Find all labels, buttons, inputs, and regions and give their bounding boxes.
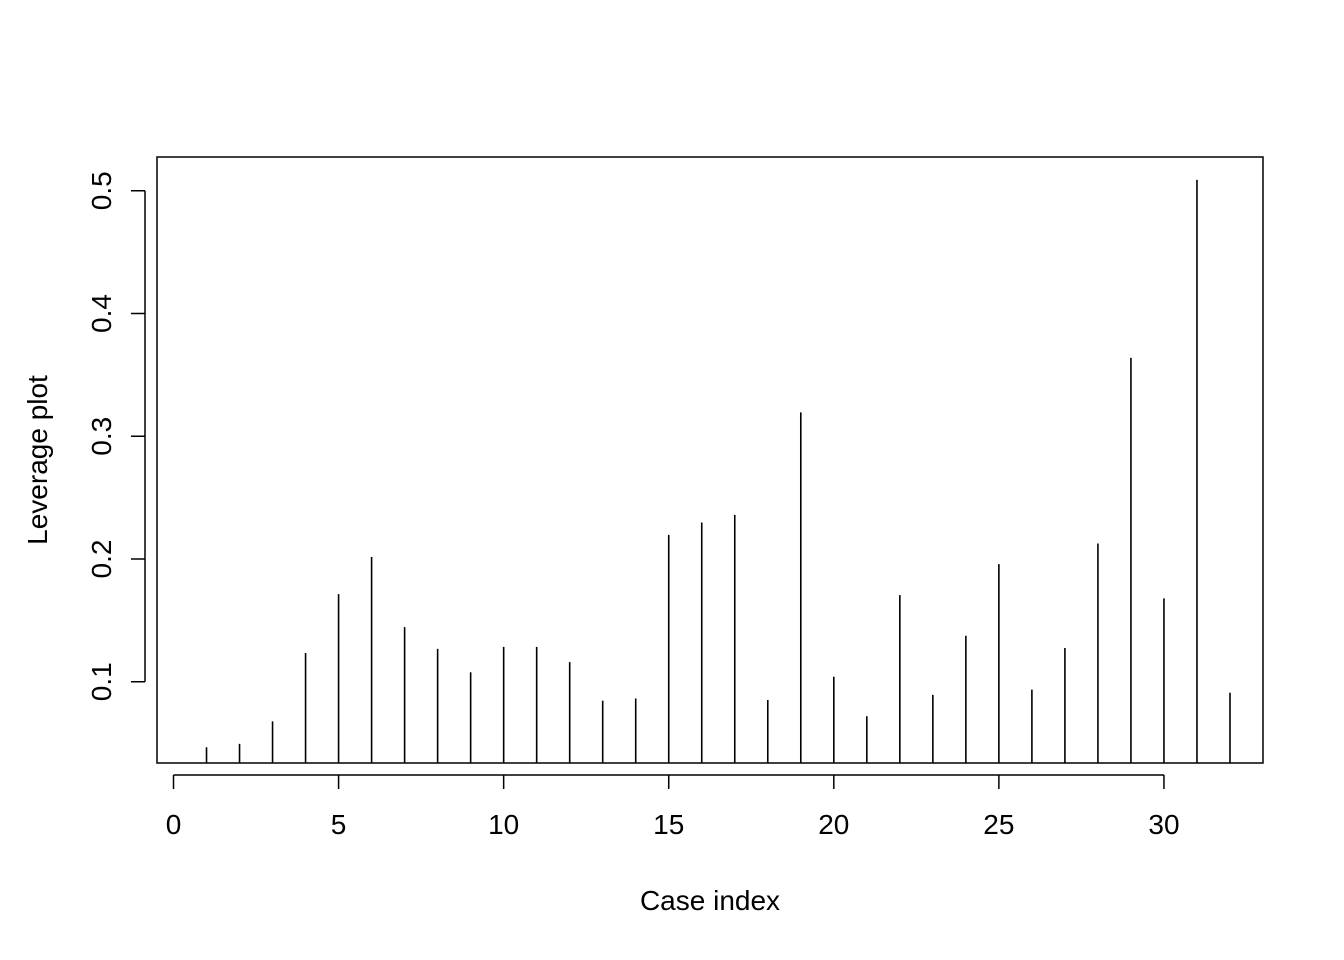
x-axis-label: Case index [640, 885, 780, 916]
y-tick-label: 0.5 [86, 171, 117, 210]
x-tick-label: 10 [488, 809, 519, 840]
y-axis: 0.1 0.2 0.3 0.4 0.5 [86, 171, 146, 701]
x-tick-label: 15 [653, 809, 684, 840]
y-tick-label: 0.2 [86, 540, 117, 579]
y-tick-label: 0.3 [86, 417, 117, 456]
y-axis-label: Leverage plot [22, 375, 53, 545]
x-tick-label: 0 [166, 809, 182, 840]
x-tick-label: 30 [1148, 809, 1179, 840]
x-tick-label: 25 [983, 809, 1014, 840]
x-tick-label: 5 [331, 809, 347, 840]
y-tick-label: 0.4 [86, 294, 117, 333]
x-tick-label: 20 [818, 809, 849, 840]
bars-group [205, 179, 1231, 763]
plot-frame [156, 156, 1264, 764]
x-axis: 0 5 10 15 20 25 30 [166, 774, 1180, 840]
y-tick-label: 0.1 [86, 662, 117, 701]
